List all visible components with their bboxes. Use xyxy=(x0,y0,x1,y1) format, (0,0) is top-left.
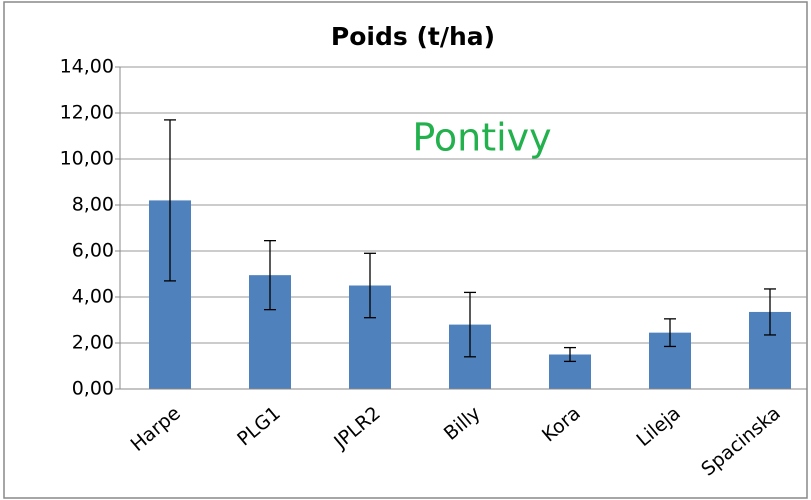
y-tick-label: 8,00 xyxy=(72,194,114,216)
error-bar xyxy=(564,346,576,363)
y-tick-label: 0,00 xyxy=(72,378,114,400)
chart-frame xyxy=(3,1,808,499)
error-bar xyxy=(464,291,476,358)
y-tick-label: 6,00 xyxy=(72,240,114,262)
annotation: Pontivy xyxy=(412,116,551,160)
y-tick-label: 2,00 xyxy=(72,332,114,354)
y-tick-label: 10,00 xyxy=(60,148,114,170)
chart-title: Poids (t/ha) xyxy=(331,22,495,51)
y-tick-label: 14,00 xyxy=(60,56,114,78)
y-tick-label: 12,00 xyxy=(60,102,114,124)
error-bar xyxy=(164,119,176,282)
error-bar xyxy=(364,252,376,319)
error-bar xyxy=(264,239,276,311)
error-bar xyxy=(764,288,776,336)
y-tick-label: 4,00 xyxy=(72,286,114,308)
error-bar xyxy=(664,318,676,348)
